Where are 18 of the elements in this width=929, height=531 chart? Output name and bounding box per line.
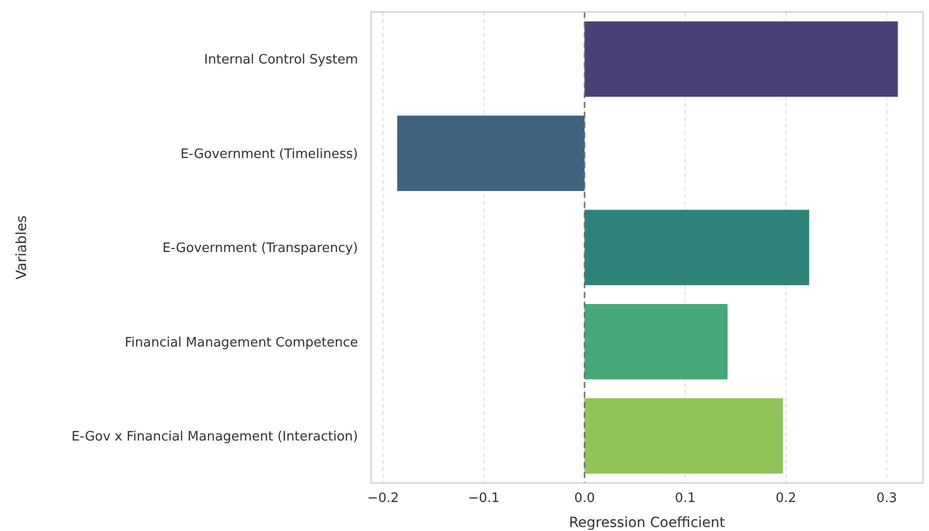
bar bbox=[584, 398, 783, 474]
bar bbox=[397, 116, 585, 191]
y-tick-label: Financial Management Competence bbox=[124, 335, 358, 350]
x-tick-label: 0.0 bbox=[574, 491, 595, 506]
x-tick-label: −0.2 bbox=[367, 491, 399, 506]
y-tick-label: E-Government (Transparency) bbox=[162, 241, 358, 256]
y-tick-label: E-Gov x Financial Management (Interaction) bbox=[71, 429, 358, 444]
x-tick-label: 0.1 bbox=[674, 491, 696, 506]
y-axis-title: Variables bbox=[14, 216, 30, 280]
x-axis-title: Regression Coefficient bbox=[568, 515, 726, 531]
x-tick-label: 0.2 bbox=[776, 491, 796, 506]
y-tick-label: E-Government (Timeliness) bbox=[180, 146, 358, 162]
x-tick-label: −0.1 bbox=[468, 491, 500, 506]
bar bbox=[584, 304, 728, 380]
bar bbox=[584, 21, 898, 97]
x-tick-label: 0.3 bbox=[876, 491, 898, 506]
y-tick-label: Internal Control System bbox=[204, 52, 358, 68]
bar bbox=[584, 210, 810, 286]
